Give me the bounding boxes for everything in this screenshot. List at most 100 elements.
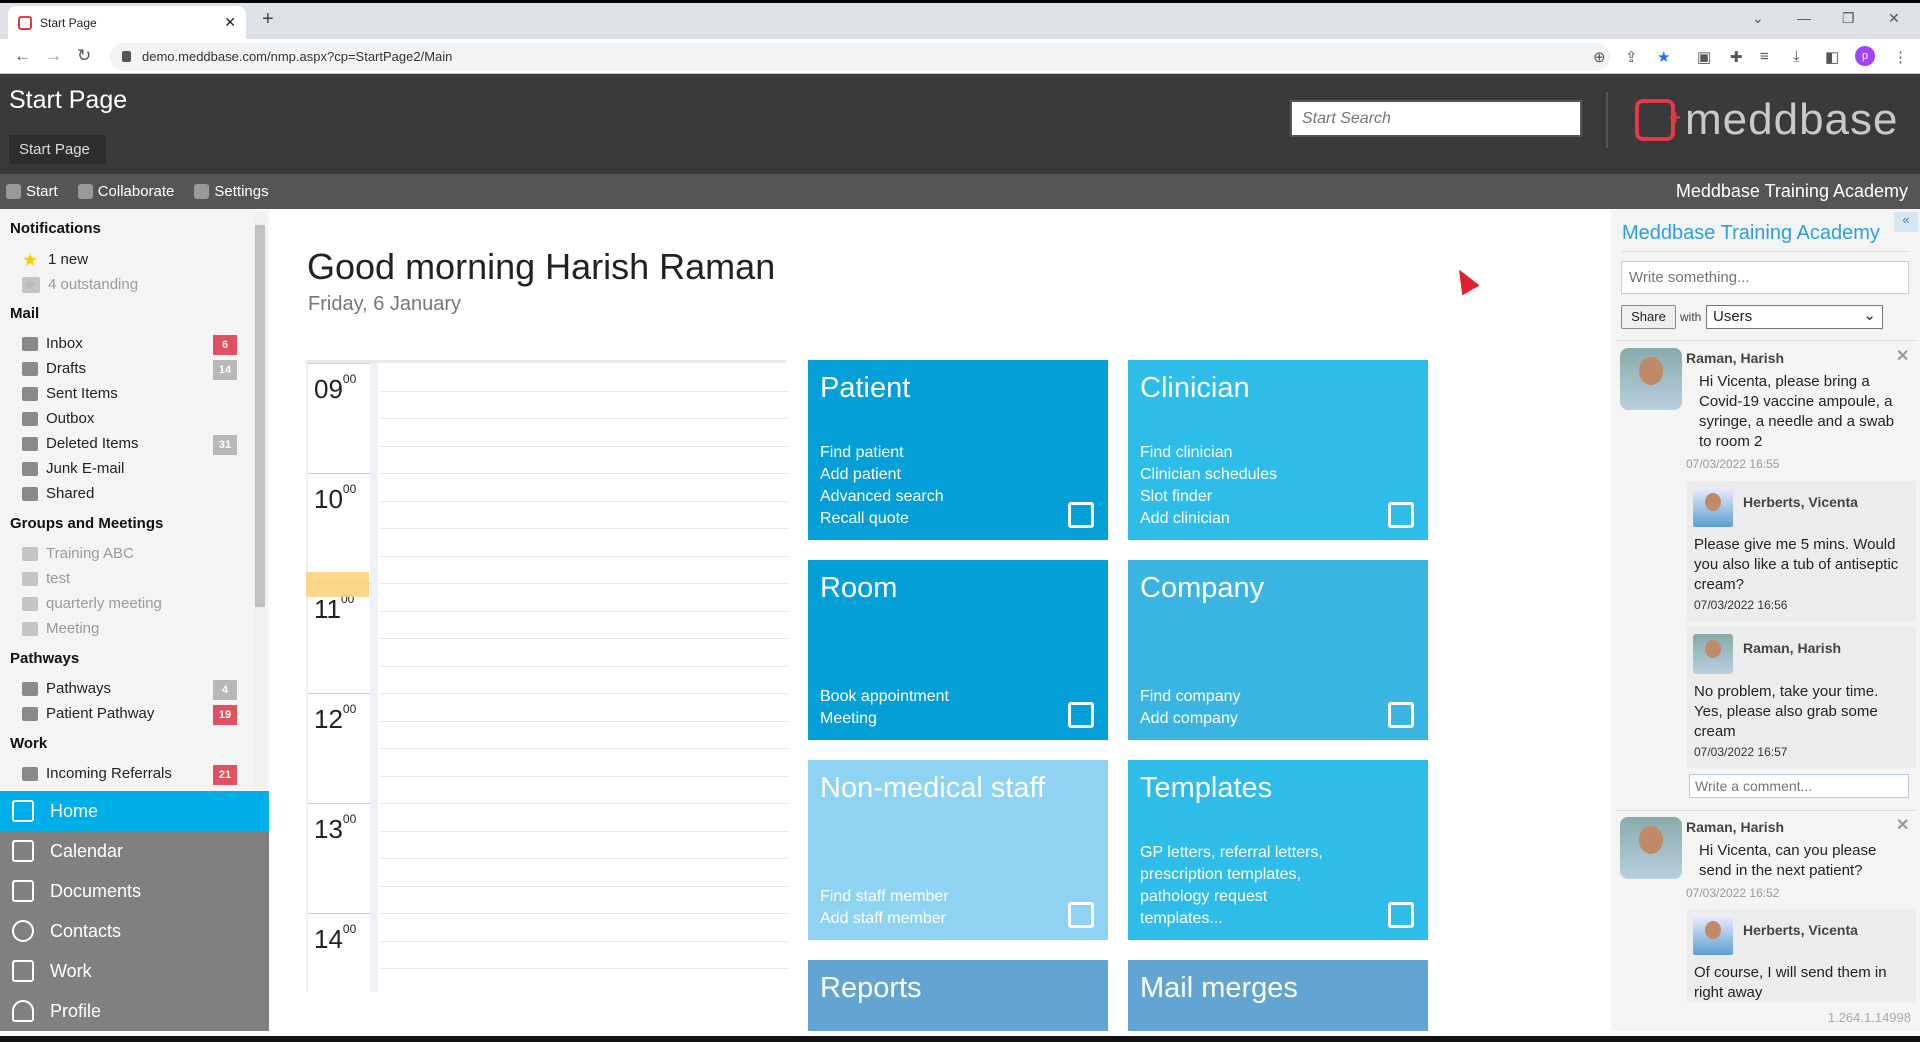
tile-link[interactable]: pathology request (1140, 888, 1268, 905)
sidebar-scroll-thumb[interactable] (255, 225, 265, 607)
side-panel-icon[interactable]: ◧ (1825, 49, 1840, 66)
tile-link[interactable]: prescription templates, (1140, 866, 1301, 883)
hour: 14 (314, 924, 343, 954)
group-item[interactable]: Training ABC (22, 545, 237, 562)
hour: 12 (314, 704, 343, 734)
download-icon[interactable]: ⤓ (1793, 48, 1800, 65)
new-tab-button[interactable]: + (262, 8, 274, 30)
browser-tab[interactable]: Start Page ✕ (8, 6, 246, 39)
tab-search-icon[interactable]: ⌄ (1752, 10, 1764, 26)
puzzle-icon[interactable]: ✚ (1730, 49, 1743, 66)
sidebar-item-inbox[interactable]: Inbox 6 (22, 335, 237, 355)
post-input[interactable] (1621, 261, 1909, 294)
tile-link[interactable]: GP letters, referral letters, (1140, 844, 1323, 861)
tile-link[interactable]: Meeting (820, 710, 877, 727)
nav-label: Collaborate (97, 183, 175, 200)
tile-room[interactable]: Room Book appointment Meeting (808, 560, 1108, 740)
nav-start[interactable]: Start (6, 183, 58, 200)
notification-outstanding[interactable]: ★ 4 outstanding (22, 276, 237, 294)
time-slot-line (380, 748, 788, 749)
share-button[interactable]: Share (1621, 305, 1676, 329)
reload-icon[interactable]: ↻ (77, 46, 92, 65)
tile-link[interactable]: Find patient (820, 444, 904, 461)
profile-avatar[interactable]: p (1855, 46, 1875, 66)
notification-new[interactable]: ★ 1 new (22, 249, 237, 270)
nav-home[interactable]: Home (0, 791, 269, 831)
tile-clinician[interactable]: Clinician Find clinician Clinician schedul… (1128, 360, 1428, 540)
selected-value: Users (1713, 308, 1753, 325)
tile-link[interactable]: Add patient (820, 466, 901, 483)
close-tab-icon[interactable]: ✕ (224, 14, 236, 30)
tile-non-medical-staff[interactable]: Non-medical staff Find staff member Add st… (808, 760, 1108, 940)
nav-collaborate[interactable]: Collaborate (77, 183, 175, 200)
close-icon[interactable]: ✕ (1896, 348, 1910, 365)
day-calendar[interactable]: 0900 1000 1100 1200 1300 1400 (306, 360, 788, 992)
tile-link[interactable]: Advanced search (820, 488, 944, 505)
junk-mail-icon (22, 461, 38, 476)
tile-link[interactable]: Book appointment (820, 688, 949, 705)
tile-templates[interactable]: Templates GP letters, referral letters, pr… (1128, 760, 1428, 940)
post-text: Hi Vicenta, can you please send in the n… (1699, 842, 1877, 879)
tile-reports[interactable]: Reports (808, 960, 1108, 1031)
media-icon[interactable]: ≡ (1760, 48, 1769, 65)
sidebar-item-deleted[interactable]: Deleted Items 31 (22, 435, 237, 455)
group-item[interactable]: test (22, 570, 237, 587)
reply-text: No problem, take your time. Yes, please … (1694, 683, 1879, 740)
time-slot-line (380, 830, 788, 832)
close-icon[interactable]: ✕ (1896, 817, 1910, 834)
tile-link[interactable]: Find staff member (820, 888, 949, 905)
tile-link[interactable]: Add company (1140, 710, 1238, 727)
sidebar-item-incoming-referrals[interactable]: Incoming Referrals 21 (22, 765, 237, 785)
time-slot-line (380, 555, 788, 557)
sidebar-item-sent[interactable]: Sent Items (22, 385, 237, 402)
time-slot-line (380, 418, 788, 419)
group-item[interactable]: Meeting (22, 620, 237, 637)
bookmark-star-icon[interactable]: ★ (1657, 49, 1671, 66)
comment-input[interactable] (1689, 774, 1909, 798)
close-window-button[interactable]: ✕ (1888, 10, 1900, 26)
breadcrumb[interactable]: Start Page (9, 135, 106, 164)
tile-link[interactable]: Recall quote (820, 510, 909, 527)
tile-link[interactable]: Add clinician (1140, 510, 1230, 527)
tile-link[interactable]: Find company (1140, 688, 1241, 705)
tile-link[interactable]: Find clinician (1140, 444, 1233, 461)
nav-contacts[interactable]: Contacts (0, 911, 269, 951)
url-field[interactable]: demo.meddbase.com/nmp.aspx?cp=StartPage2… (110, 43, 1610, 71)
nav-work[interactable]: Work (0, 951, 269, 991)
group-item[interactable]: quarterly meeting (22, 595, 237, 612)
tile-company[interactable]: Company Find company Add company (1128, 560, 1428, 740)
menu-icon[interactable]: ⋮ (1893, 49, 1908, 66)
sidebar-item-pathways[interactable]: Pathways 4 (22, 680, 237, 700)
sidebar-item-shared[interactable]: Shared (22, 485, 237, 502)
tile-link[interactable]: Clinician schedules (1140, 466, 1277, 483)
sidebar-item-drafts[interactable]: Drafts 14 (22, 360, 237, 380)
time-slot-line (380, 693, 788, 694)
sidebar-item-junk[interactable]: Junk E-mail (22, 460, 237, 477)
share-with-select[interactable]: Users ⌄ (1706, 305, 1883, 329)
pencil-icon (22, 361, 38, 376)
zoom-icon[interactable]: ⊕ (1593, 49, 1606, 66)
hour-label: 1100 (308, 583, 372, 693)
collapse-panel-button[interactable]: « (1894, 212, 1918, 232)
extension-icon[interactable]: ▣ (1697, 49, 1712, 66)
nav-calendar[interactable]: Calendar (0, 831, 269, 871)
tile-link[interactable]: templates... (1140, 910, 1223, 927)
forward-icon[interactable]: → (45, 46, 62, 65)
star-icon: ★ (22, 249, 39, 270)
tile-links: Find clinician Clinician schedules Slot fi… (1140, 442, 1277, 530)
restore-button[interactable]: ❐ (1842, 10, 1855, 26)
nav-profile[interactable]: Profile (0, 991, 269, 1031)
share-page-icon[interactable]: ⇪ (1625, 49, 1638, 66)
search-input[interactable] (1290, 100, 1582, 137)
sidebar-item-patient-pathway[interactable]: Patient Pathway 19 (22, 705, 237, 725)
nav-documents[interactable]: Documents (0, 871, 269, 911)
tile-mail-merges[interactable]: Mail merges (1128, 960, 1428, 1031)
nav-settings[interactable]: Settings (194, 183, 269, 200)
tile-patient[interactable]: Patient Find patient Add patient Advanced s… (808, 360, 1108, 540)
tile-link[interactable]: Slot finder (1140, 488, 1213, 505)
tile-link[interactable]: Add staff member (820, 910, 946, 927)
sidebar-item-outbox[interactable]: Outbox (22, 410, 237, 427)
minimize-button[interactable]: — (1797, 10, 1811, 26)
back-icon[interactable]: ← (14, 46, 31, 65)
document-icon (1388, 902, 1414, 928)
